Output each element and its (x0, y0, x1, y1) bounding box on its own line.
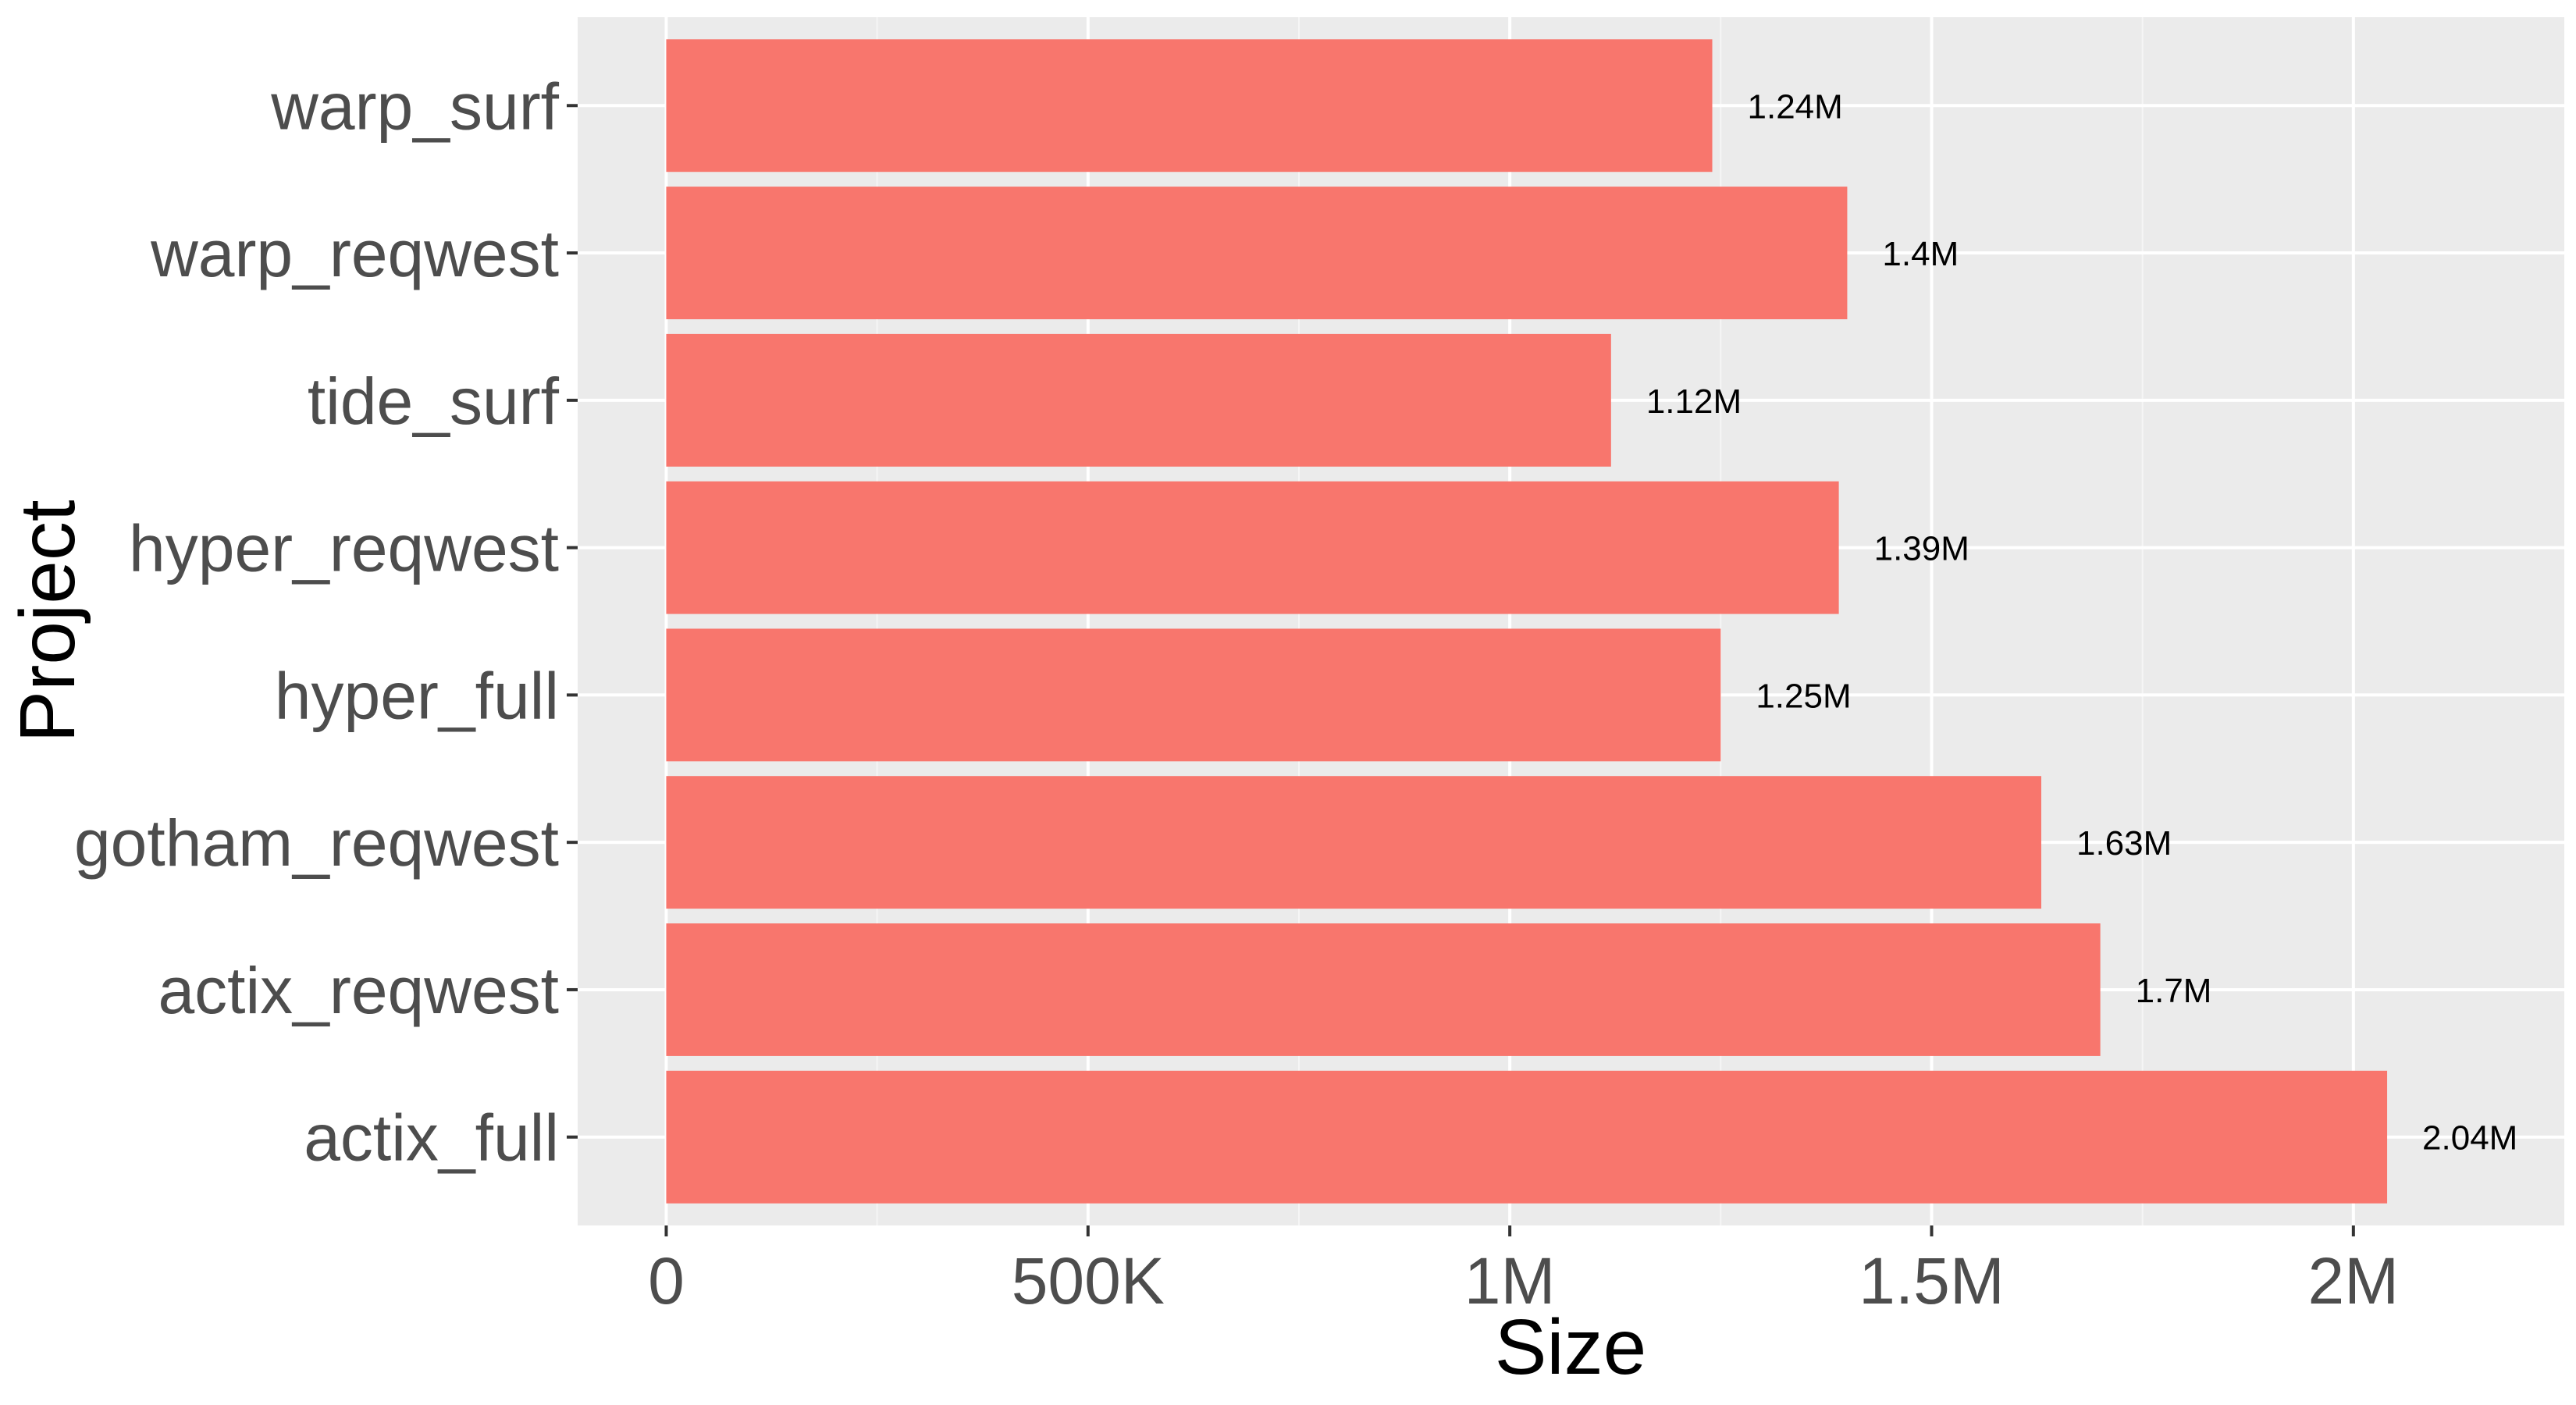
x-tick-label: 1M (1464, 1244, 1556, 1318)
y-tick-label: actix_reqwest (158, 954, 559, 1027)
data-label-gotham_reqwest: 1.63M (2076, 824, 2172, 863)
bar-hyper_reqwest (666, 481, 1839, 614)
bar-actix_reqwest (666, 923, 2101, 1056)
data-label-hyper_full: 1.25M (1756, 677, 1851, 715)
data-label-warp_reqwest: 1.4M (1882, 235, 1959, 273)
bar-hyper_full (666, 628, 1721, 762)
x-axis: 0 500K 1M 1.5M 2M (648, 1225, 2399, 1318)
bar-gotham_reqwest (666, 776, 2041, 909)
bar-warp_reqwest (666, 187, 1848, 319)
y-tick-label: hyper_reqwest (129, 512, 559, 585)
y-tick-label: gotham_reqwest (74, 806, 559, 880)
data-label-actix_full: 2.04M (2422, 1119, 2517, 1158)
data-label-actix_reqwest: 1.7M (2136, 972, 2212, 1010)
y-tick-label: hyper_full (275, 659, 559, 732)
data-label-warp_surf: 1.24M (1748, 87, 1843, 126)
x-tick-label: 1.5M (1859, 1244, 2005, 1318)
bar-warp_surf (666, 39, 1713, 173)
x-tick-label: 0 (648, 1244, 685, 1318)
data-labels-layer: 1.24M 1.4M 1.12M 1.39M 1.25M 1.63M 1.7M 2.04M (1646, 87, 2518, 1157)
x-axis-title: Size (1495, 1304, 1647, 1391)
data-label-hyper_reqwest: 1.39M (1874, 530, 1969, 568)
data-label-tide_surf: 1.12M (1646, 382, 1742, 421)
y-tick-label: tide_surf (308, 365, 560, 438)
x-tick-label: 500K (1012, 1244, 1165, 1318)
y-axis: warp_surf warp_reqwest tide_surf hyper_reqw… (74, 69, 578, 1175)
x-tick-label: 2M (2307, 1244, 2399, 1318)
y-tick-label: warp_surf (270, 69, 559, 143)
y-tick-label: warp_reqwest (150, 217, 559, 290)
y-axis-title: Project (4, 500, 91, 742)
bar-tide_surf (666, 333, 1611, 467)
bar-actix_full (666, 1070, 2388, 1204)
y-tick-label: actix_full (304, 1101, 559, 1175)
bars-layer (666, 39, 2388, 1204)
